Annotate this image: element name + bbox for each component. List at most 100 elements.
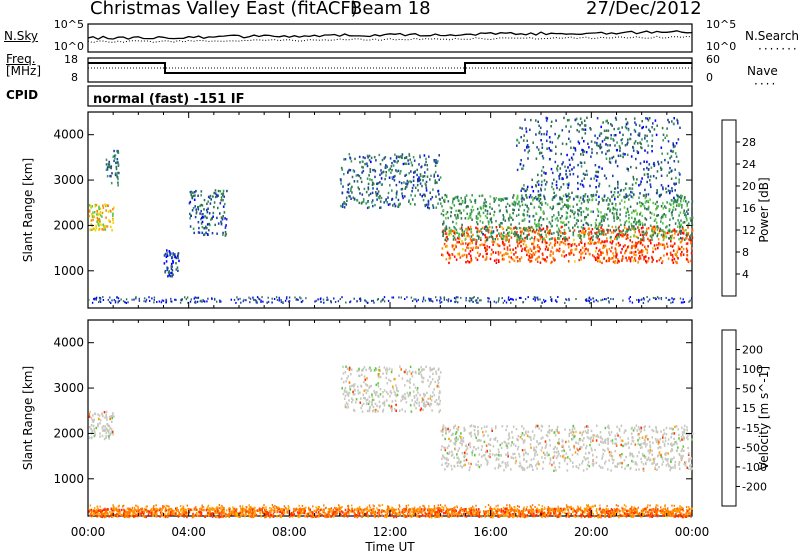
range-cell: [387, 392, 389, 396]
range-cell: [464, 238, 467, 241]
range-cell: [547, 230, 550, 233]
range-cell: [659, 194, 662, 197]
range-cell: [383, 157, 385, 160]
range-cell: [394, 392, 397, 395]
range-cell: [600, 253, 602, 256]
range-cell: [667, 452, 669, 455]
range-cell: [566, 183, 569, 186]
range-cell: [278, 299, 280, 302]
range-cell: [615, 243, 618, 246]
range-cell: [103, 411, 106, 414]
range-cell: [595, 224, 597, 227]
range-cell: [360, 202, 363, 205]
range-cell: [424, 182, 427, 186]
range-cell: [680, 194, 682, 197]
range-cell: [558, 188, 561, 191]
range-cell: [558, 202, 561, 205]
range-cell: [516, 448, 519, 451]
range-cell: [219, 299, 221, 302]
range-cell: [626, 121, 629, 124]
range-cell: [105, 209, 107, 212]
range-cell: [512, 425, 515, 428]
range-cell: [638, 229, 640, 232]
range-cell: [440, 202, 442, 205]
range-cell: [91, 205, 94, 208]
range-cell: [478, 230, 480, 233]
range-cell: [601, 224, 603, 227]
range-cell: [439, 198, 441, 201]
range-cell: [433, 175, 435, 178]
range-cell: [105, 204, 107, 208]
range-cell: [584, 173, 586, 176]
range-cell: [468, 252, 470, 256]
range-cell: [575, 244, 578, 248]
range-cell: [101, 412, 103, 416]
range-cell: [686, 466, 689, 469]
range-cell: [651, 453, 653, 456]
range-cell: [102, 299, 105, 301]
range-cell: [393, 202, 396, 206]
range-cell: [600, 232, 603, 236]
range-cell: [551, 224, 553, 228]
range-cell: [581, 136, 583, 140]
range-cell: [681, 456, 683, 460]
range-cell: [621, 248, 623, 251]
range-cell: [653, 161, 655, 165]
range-cell: [639, 254, 641, 258]
range-cell: [582, 227, 584, 230]
range-cell: [609, 241, 612, 244]
range-cell: [527, 230, 530, 233]
range-cell: [446, 235, 448, 239]
range-cell: [630, 195, 633, 198]
range-cell: [441, 434, 444, 437]
range-cell: [568, 192, 570, 195]
range-cell: [649, 183, 652, 186]
range-cell: [530, 249, 533, 252]
range-cell: [397, 205, 399, 208]
range-cell: [91, 228, 93, 231]
range-cell: [581, 246, 584, 249]
range-cell: [567, 199, 569, 202]
range-cell: [516, 196, 518, 199]
range-cell: [609, 157, 611, 160]
range-cell: [369, 170, 372, 173]
range-cell: [624, 231, 627, 234]
range-cell: [536, 181, 539, 184]
range-cell: [644, 201, 647, 204]
range-cell: [599, 260, 601, 264]
range-cell: [501, 198, 503, 201]
range-cell: [595, 461, 598, 464]
range-cell: [559, 217, 562, 220]
range-cell: [521, 219, 524, 222]
range-cell: [409, 180, 411, 183]
range-cell: [482, 243, 485, 247]
range-cell: [642, 237, 645, 240]
range-cell: [506, 248, 509, 251]
range-cell: [342, 365, 344, 369]
range-cell: [413, 396, 416, 399]
range-cell: [352, 393, 355, 396]
range-cell: [597, 256, 600, 260]
range-cell: [455, 300, 457, 303]
range-cell: [248, 296, 250, 299]
range-cell: [626, 141, 629, 144]
range-cell: [579, 117, 582, 120]
range-cell: [368, 395, 371, 399]
range-cell: [473, 432, 476, 436]
range-cell: [566, 153, 568, 157]
range-cell: [439, 409, 441, 412]
range-cell: [616, 237, 618, 241]
range-cell: [672, 217, 674, 220]
range-cell: [597, 170, 599, 174]
range-cell: [621, 439, 624, 443]
range-cell: [528, 435, 531, 439]
range-cell: [125, 298, 128, 301]
range-cell: [345, 406, 348, 409]
range-cell: [589, 237, 592, 241]
range-cell: [670, 253, 672, 256]
range-cell: [579, 445, 582, 449]
range-cell: [461, 229, 463, 232]
range-cell: [107, 423, 109, 426]
range-cell: [117, 181, 119, 184]
range-cell: [239, 297, 241, 300]
